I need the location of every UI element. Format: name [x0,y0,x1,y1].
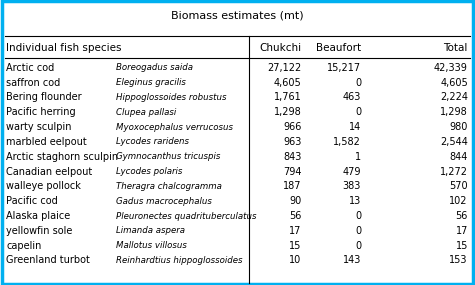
Text: 2,544: 2,544 [440,137,468,147]
Text: 1,761: 1,761 [274,92,302,103]
Text: 153: 153 [449,255,468,266]
Text: Chukchi: Chukchi [259,43,302,54]
Text: 27,122: 27,122 [267,63,302,73]
Text: 1: 1 [355,152,361,162]
Text: Pacific cod: Pacific cod [6,196,58,206]
Text: Theragra chalcogramma: Theragra chalcogramma [116,182,222,191]
Text: Eleginus gracilis: Eleginus gracilis [116,78,186,87]
Text: Arctic staghorn sculpin: Arctic staghorn sculpin [6,152,118,162]
Text: capelin: capelin [6,241,41,251]
Text: Boreogadus saida: Boreogadus saida [116,63,193,72]
Text: marbled eelpout: marbled eelpout [6,137,87,147]
Text: Arctic cod: Arctic cod [6,63,55,73]
Text: 479: 479 [342,166,361,177]
Text: Lycodes polaris: Lycodes polaris [116,167,183,176]
Text: 0: 0 [355,107,361,117]
Text: 963: 963 [283,137,302,147]
Text: walleye pollock: walleye pollock [6,181,81,192]
Text: 4,605: 4,605 [274,78,302,88]
Text: saffron cod: saffron cod [6,78,60,88]
Text: 4,605: 4,605 [440,78,468,88]
Text: 843: 843 [283,152,302,162]
Text: 17: 17 [289,226,302,236]
Text: Myoxocephalus verrucosus: Myoxocephalus verrucosus [116,123,233,132]
Text: 2,224: 2,224 [440,92,468,103]
Text: Canadian eelpout: Canadian eelpout [6,166,93,177]
Text: 90: 90 [289,196,302,206]
Text: Individual fish species: Individual fish species [6,43,122,54]
Text: Total: Total [444,43,468,54]
Text: 1,582: 1,582 [333,137,361,147]
Text: 844: 844 [449,152,468,162]
Text: Hippoglossoides robustus: Hippoglossoides robustus [116,93,227,102]
Text: Mallotus villosus: Mallotus villosus [116,241,187,250]
Text: Beaufort: Beaufort [316,43,361,54]
Text: warty sculpin: warty sculpin [6,122,72,132]
Text: 56: 56 [456,211,468,221]
Text: Bering flounder: Bering flounder [6,92,82,103]
Text: 1,272: 1,272 [440,166,468,177]
Text: 15,217: 15,217 [327,63,361,73]
Text: 980: 980 [449,122,468,132]
Text: 570: 570 [449,181,468,192]
Text: 10: 10 [289,255,302,266]
Text: Limanda aspera: Limanda aspera [116,226,185,235]
Text: 794: 794 [283,166,302,177]
Text: 966: 966 [283,122,302,132]
Text: Pleuronectes quadrituberculatus: Pleuronectes quadrituberculatus [116,211,257,221]
Text: 1,298: 1,298 [274,107,302,117]
Text: 463: 463 [342,92,361,103]
Text: Gadus macrocephalus: Gadus macrocephalus [116,197,212,206]
Text: 13: 13 [349,196,361,206]
Text: 42,339: 42,339 [434,63,468,73]
Text: 15: 15 [456,241,468,251]
Text: 0: 0 [355,226,361,236]
Text: Clupea pallasi: Clupea pallasi [116,108,177,117]
Text: 15: 15 [289,241,302,251]
Text: 187: 187 [283,181,302,192]
Text: 0: 0 [355,241,361,251]
Text: 0: 0 [355,78,361,88]
Text: 14: 14 [349,122,361,132]
Text: 102: 102 [449,196,468,206]
Text: Reinhardtius hippoglossoides: Reinhardtius hippoglossoides [116,256,243,265]
Text: Greenland turbot: Greenland turbot [6,255,90,266]
Text: yellowfin sole: yellowfin sole [6,226,73,236]
Text: Lycodes raridens: Lycodes raridens [116,137,190,146]
Text: 383: 383 [342,181,361,192]
Text: Biomass estimates (mt): Biomass estimates (mt) [171,11,304,21]
Text: 56: 56 [289,211,302,221]
Text: Gymnocanthus tricuspis: Gymnocanthus tricuspis [116,152,221,161]
Text: 143: 143 [342,255,361,266]
Text: Alaska plaice: Alaska plaice [6,211,70,221]
Text: 17: 17 [456,226,468,236]
Text: 0: 0 [355,211,361,221]
Text: 1,298: 1,298 [440,107,468,117]
Text: Pacific herring: Pacific herring [6,107,76,117]
